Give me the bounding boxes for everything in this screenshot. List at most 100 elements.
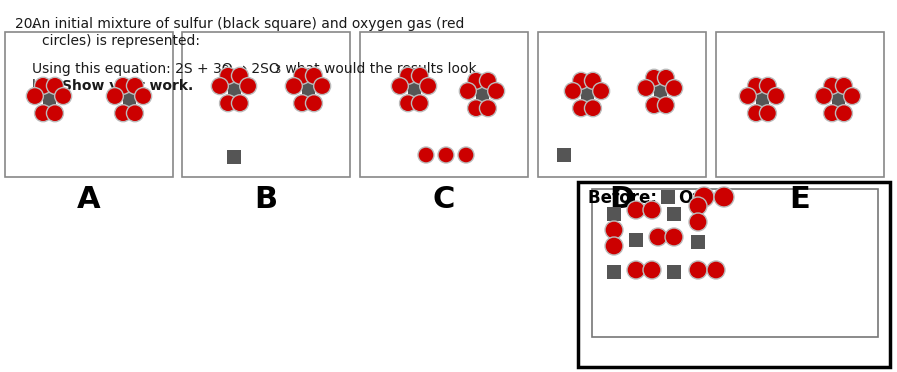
Circle shape	[420, 78, 437, 94]
Text: Show your work.: Show your work.	[62, 79, 193, 93]
Circle shape	[480, 72, 496, 89]
Circle shape	[47, 105, 64, 122]
Text: D: D	[609, 185, 634, 214]
Text: circles) is represented:: circles) is represented:	[42, 34, 200, 48]
Text: 20.: 20.	[15, 17, 37, 31]
Circle shape	[467, 72, 484, 89]
Circle shape	[391, 78, 408, 94]
Circle shape	[646, 69, 663, 86]
Text: like?: like?	[32, 79, 67, 93]
Circle shape	[707, 261, 725, 279]
Circle shape	[585, 72, 602, 89]
Circle shape	[285, 78, 302, 94]
Circle shape	[480, 100, 496, 117]
Text: 2: 2	[691, 193, 699, 203]
Circle shape	[399, 95, 416, 112]
Circle shape	[658, 97, 675, 114]
Circle shape	[823, 77, 840, 94]
Circle shape	[627, 201, 645, 219]
Circle shape	[815, 87, 832, 105]
Bar	[654, 85, 666, 98]
Circle shape	[835, 77, 852, 94]
Bar	[123, 93, 135, 106]
Circle shape	[627, 261, 645, 279]
Circle shape	[646, 97, 663, 114]
Bar	[578, 182, 890, 367]
Circle shape	[26, 87, 43, 105]
Circle shape	[694, 187, 714, 207]
Circle shape	[412, 67, 429, 84]
Bar	[592, 189, 878, 337]
Circle shape	[739, 87, 756, 105]
Circle shape	[572, 100, 589, 117]
Circle shape	[467, 100, 484, 117]
Circle shape	[649, 228, 667, 246]
Bar	[832, 93, 844, 106]
Circle shape	[835, 105, 852, 122]
Circle shape	[760, 105, 777, 122]
Circle shape	[35, 77, 51, 94]
Circle shape	[293, 95, 310, 112]
Text: O: O	[678, 189, 692, 207]
Circle shape	[459, 83, 476, 100]
Circle shape	[689, 213, 707, 231]
Bar	[5, 32, 173, 177]
Circle shape	[220, 95, 237, 112]
Circle shape	[643, 201, 661, 219]
Bar	[667, 207, 681, 221]
Bar	[301, 83, 315, 96]
Circle shape	[585, 100, 602, 117]
Bar	[538, 32, 706, 177]
Bar	[661, 190, 675, 204]
Circle shape	[231, 67, 248, 84]
Circle shape	[412, 95, 429, 112]
Circle shape	[231, 95, 248, 112]
Text: A: A	[77, 185, 100, 214]
Circle shape	[458, 147, 474, 163]
Circle shape	[293, 67, 310, 84]
Text: An initial mixture of sulfur (black square) and oxygen gas (red: An initial mixture of sulfur (black squa…	[32, 17, 465, 31]
Bar	[607, 265, 621, 279]
Text: Before: S: Before: S	[588, 189, 675, 207]
Text: 2: 2	[222, 65, 228, 75]
Circle shape	[747, 77, 764, 94]
Circle shape	[760, 77, 777, 94]
Text: E: E	[789, 185, 810, 214]
Circle shape	[47, 77, 64, 94]
Bar	[42, 93, 56, 106]
Text: what would the results look: what would the results look	[281, 62, 476, 76]
Circle shape	[55, 87, 72, 105]
Circle shape	[418, 147, 434, 163]
Circle shape	[126, 77, 144, 94]
Text: C: C	[433, 185, 455, 214]
Circle shape	[220, 67, 237, 84]
Bar	[227, 150, 241, 164]
Bar	[360, 32, 528, 177]
Circle shape	[135, 87, 152, 105]
Bar	[716, 32, 884, 177]
Text: 3: 3	[274, 65, 280, 75]
Circle shape	[605, 237, 623, 255]
Circle shape	[689, 197, 707, 215]
Circle shape	[35, 105, 51, 122]
Circle shape	[666, 80, 683, 97]
Circle shape	[399, 67, 416, 84]
Circle shape	[306, 95, 322, 112]
Bar	[228, 83, 240, 96]
Bar	[667, 265, 681, 279]
Circle shape	[823, 105, 840, 122]
Bar	[182, 32, 350, 177]
Circle shape	[665, 228, 683, 246]
Bar	[580, 88, 594, 101]
Bar	[755, 93, 769, 106]
Circle shape	[844, 87, 860, 105]
Circle shape	[212, 78, 229, 94]
Bar	[407, 83, 421, 96]
Circle shape	[605, 221, 623, 239]
Bar	[691, 235, 705, 249]
Circle shape	[658, 69, 675, 86]
Circle shape	[438, 147, 454, 163]
Text: B: B	[255, 185, 277, 214]
Circle shape	[107, 87, 124, 105]
Circle shape	[488, 83, 505, 100]
